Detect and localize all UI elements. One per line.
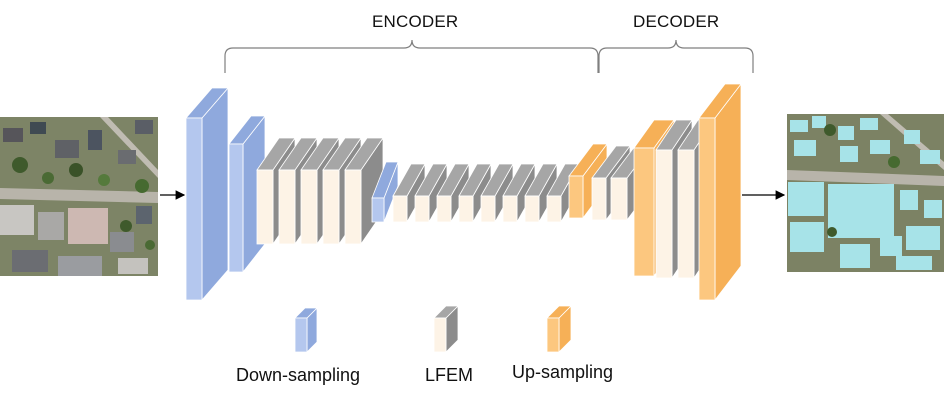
legend-up-swatch [546, 305, 572, 353]
layer-block-4-lfem-front [278, 169, 296, 245]
layer-block-8-down-front [371, 197, 385, 223]
legend-down-swatch [294, 307, 318, 353]
layer-block-18-lfem-front [591, 177, 607, 221]
output-segmentation-image [787, 114, 944, 272]
input-aerial-image [0, 117, 158, 276]
layer-block-20-up-front [633, 147, 655, 277]
legend-lfem-swatch [433, 305, 459, 353]
layer-block-15-lfem-front [524, 195, 540, 223]
layer-block-10-lfem [414, 162, 448, 224]
decoder-label: DECODER [633, 12, 720, 31]
layer-block-3-lfem-front [256, 169, 274, 245]
layer-block-19-lfem-front [610, 177, 628, 221]
layer-block-12-lfem-front [458, 195, 474, 223]
legend-down-swatch-front [294, 317, 308, 353]
decoder-brace [598, 39, 754, 73]
layer-block-15-lfem [524, 162, 558, 224]
layer-block-13-lfem-front [480, 195, 496, 223]
layer-block-14-lfem-front [502, 195, 518, 223]
layer-block-17-up-front [568, 175, 584, 219]
legend-up-swatch-front [546, 317, 560, 353]
layer-block-9-lfem [392, 162, 426, 224]
layer-block-22-lfem-front [677, 149, 695, 279]
layer-block-21-lfem-front [655, 149, 673, 279]
encoder-label: ENCODER [372, 12, 459, 31]
layer-block-6-lfem-front [322, 169, 340, 245]
layer-block-7-lfem-front [344, 169, 362, 245]
legend-lfem-label: LFEM [425, 365, 474, 385]
layer-block-1-down-front [185, 117, 203, 301]
layer-block-8-down [371, 161, 399, 223]
legend-up-label: Up-sampling [512, 362, 614, 382]
legend-swatches [294, 305, 572, 353]
legend-lfem-swatch-front [433, 317, 447, 353]
layer-block-2-down-front [228, 143, 244, 273]
network-blocks [185, 82, 742, 302]
layer-block-10-lfem-front [414, 195, 430, 223]
layer-block-16-lfem-front [546, 195, 562, 223]
layer-block-9-lfem-front [392, 195, 408, 223]
layer-block-1-down [185, 86, 229, 302]
layer-block-23-up [698, 82, 742, 302]
layer-block-11-lfem [436, 162, 470, 224]
layer-block-1-down-side [201, 86, 229, 302]
layer-block-23-up-front [698, 117, 716, 301]
layer-block-5-lfem-front [300, 169, 318, 245]
layer-block-12-lfem [458, 162, 492, 224]
layer-block-11-lfem-front [436, 195, 452, 223]
encoder-brace [224, 39, 599, 73]
layer-block-23-up-side [714, 82, 742, 302]
legend-down-label: Down-sampling [236, 365, 361, 385]
